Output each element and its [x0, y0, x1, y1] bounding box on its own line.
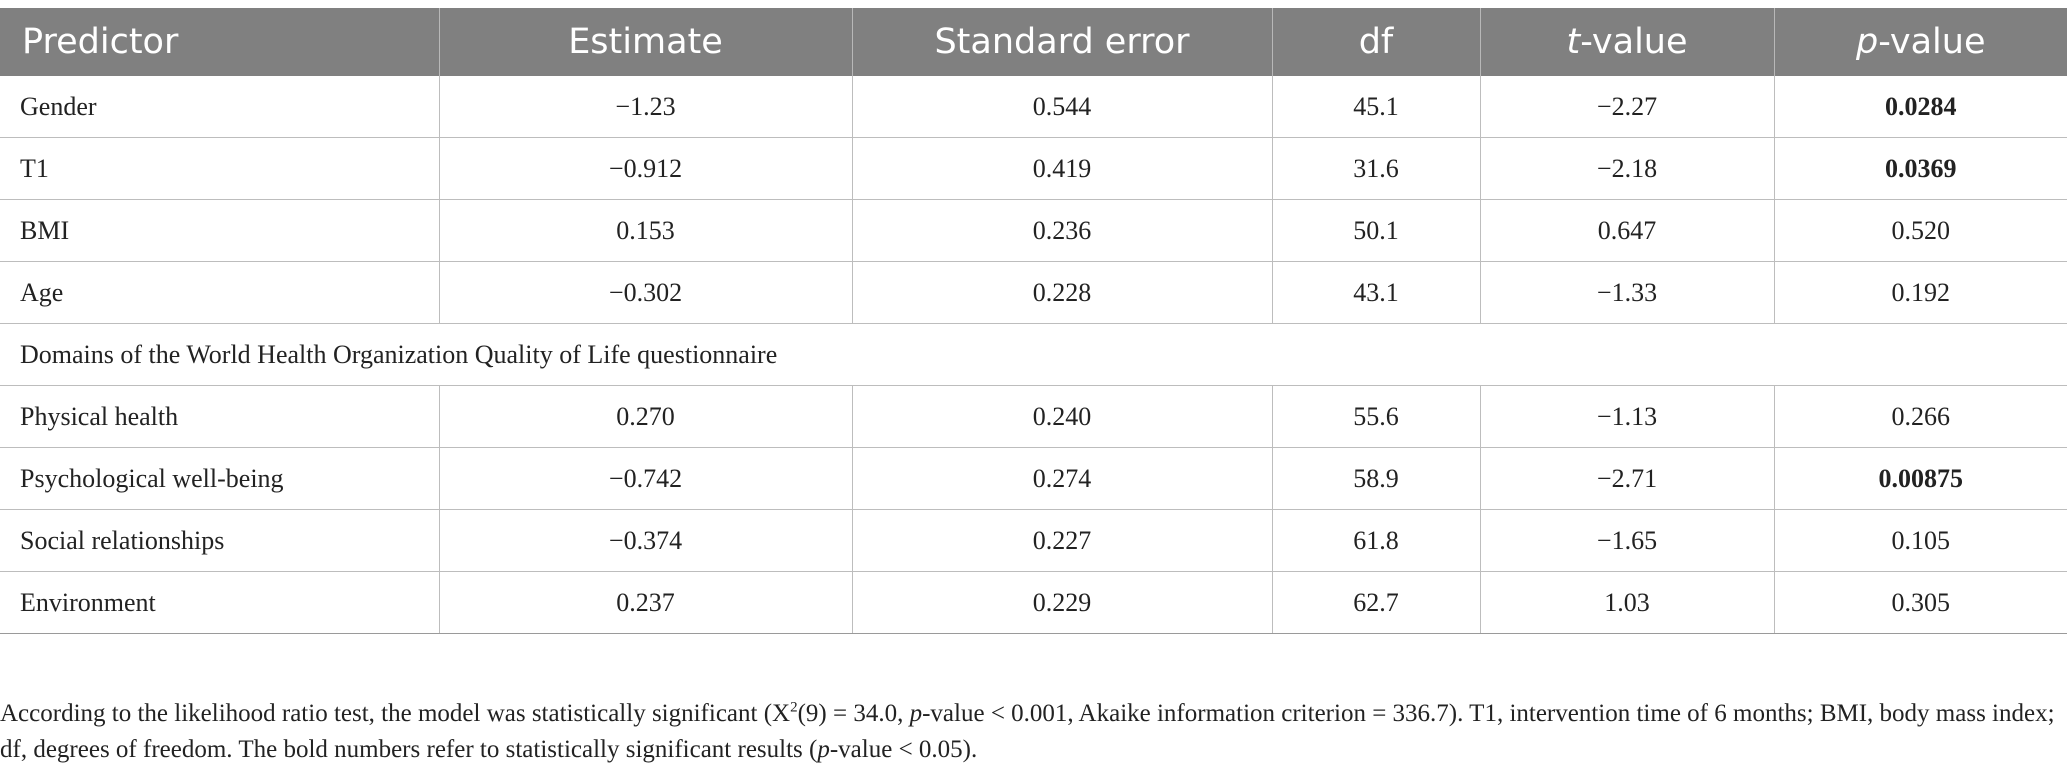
- cell-estimate: 0.270: [439, 385, 853, 448]
- cell-t-value: 1.03: [1480, 571, 1775, 634]
- cell-df: 43.1: [1272, 261, 1481, 324]
- cell-predictor: Age: [0, 261, 440, 324]
- cell-df: 58.9: [1272, 447, 1481, 510]
- header-t-value: t-value: [1480, 8, 1775, 76]
- table-row: Social relationships −0.374 0.227 61.8 −…: [0, 509, 2067, 572]
- cell-t-value: −1.13: [1480, 385, 1775, 448]
- footnote-text-2: (9) = 34.0,: [797, 700, 910, 727]
- results-table-container: Predictor Estimate Standard error df t-v…: [0, 8, 2067, 634]
- table-row: Gender −1.23 0.544 45.1 −2.27 0.0284: [0, 76, 2067, 138]
- cell-p-value: 0.105: [1774, 509, 2067, 572]
- table-row: Psychological well-being −0.742 0.274 58…: [0, 447, 2067, 510]
- cell-standard-error: 0.227: [852, 509, 1273, 572]
- footnote-text-4: -value < 0.05).: [829, 736, 978, 763]
- cell-p-value: 0.00875: [1774, 447, 2067, 510]
- table-row: Environment 0.237 0.229 62.7 1.03 0.305: [0, 571, 2067, 634]
- cell-p-value: 0.192: [1774, 261, 2067, 324]
- header-t-italic: t: [1566, 22, 1581, 62]
- cell-predictor: Psychological well-being: [0, 447, 440, 510]
- section-row: Domains of the World Health Organization…: [0, 323, 2067, 386]
- header-p-italic: p: [1855, 22, 1879, 62]
- footnote-p-italic-1: p: [909, 700, 923, 727]
- footnote-text-3: -value < 0.001, Akaike information crite…: [0, 700, 2055, 763]
- cell-t-value: −1.65: [1480, 509, 1775, 572]
- cell-df: 55.6: [1272, 385, 1481, 448]
- cell-t-value: −1.33: [1480, 261, 1775, 324]
- cell-p-value: 0.305: [1774, 571, 2067, 634]
- table-row: BMI 0.153 0.236 50.1 0.647 0.520: [0, 199, 2067, 262]
- header-t-suffix: -value: [1580, 22, 1688, 62]
- cell-t-value: −2.18: [1480, 137, 1775, 200]
- footnote-text-1: According to the likelihood ratio test, …: [0, 700, 791, 727]
- header-estimate: Estimate: [439, 8, 853, 76]
- section-label: Domains of the World Health Organization…: [0, 323, 2067, 386]
- cell-estimate: −0.912: [439, 137, 853, 200]
- cell-estimate: −1.23: [439, 76, 853, 138]
- table-row: Physical health 0.270 0.240 55.6 −1.13 0…: [0, 385, 2067, 448]
- table-row: T1 −0.912 0.419 31.6 −2.18 0.0369: [0, 137, 2067, 200]
- table-footnote: According to the likelihood ratio test, …: [0, 696, 2060, 768]
- cell-predictor: Environment: [0, 571, 440, 634]
- cell-standard-error: 0.229: [852, 571, 1273, 634]
- table-row: Age −0.302 0.228 43.1 −1.33 0.192: [0, 261, 2067, 324]
- header-df: df: [1272, 8, 1481, 76]
- table-header-row: Predictor Estimate Standard error df t-v…: [0, 8, 2067, 76]
- header-standard-error: Standard error: [852, 8, 1273, 76]
- cell-predictor: Social relationships: [0, 509, 440, 572]
- cell-t-value: 0.647: [1480, 199, 1775, 262]
- cell-standard-error: 0.236: [852, 199, 1273, 262]
- cell-p-value: 0.0284: [1774, 76, 2067, 138]
- cell-standard-error: 0.240: [852, 385, 1273, 448]
- cell-df: 50.1: [1272, 199, 1481, 262]
- header-p-value: p-value: [1774, 8, 2067, 76]
- cell-t-value: −2.27: [1480, 76, 1775, 138]
- regression-results-table: Predictor Estimate Standard error df t-v…: [0, 8, 2067, 634]
- cell-predictor: Gender: [0, 76, 440, 138]
- cell-standard-error: 0.274: [852, 447, 1273, 510]
- cell-predictor: BMI: [0, 199, 440, 262]
- cell-standard-error: 0.419: [852, 137, 1273, 200]
- cell-predictor: T1: [0, 137, 440, 200]
- cell-estimate: 0.153: [439, 199, 853, 262]
- header-predictor: Predictor: [0, 8, 440, 76]
- cell-standard-error: 0.544: [852, 76, 1273, 138]
- cell-p-value: 0.0369: [1774, 137, 2067, 200]
- cell-estimate: −0.742: [439, 447, 853, 510]
- cell-p-value: 0.520: [1774, 199, 2067, 262]
- cell-predictor: Physical health: [0, 385, 440, 448]
- footnote-p-italic-2: p: [817, 736, 830, 763]
- cell-df: 31.6: [1272, 137, 1481, 200]
- cell-df: 45.1: [1272, 76, 1481, 138]
- cell-estimate: 0.237: [439, 571, 853, 634]
- cell-t-value: −2.71: [1480, 447, 1775, 510]
- cell-standard-error: 0.228: [852, 261, 1273, 324]
- cell-estimate: −0.302: [439, 261, 853, 324]
- header-p-suffix: -value: [1878, 22, 1986, 62]
- cell-df: 61.8: [1272, 509, 1481, 572]
- footnote-superscript: 2: [790, 699, 798, 716]
- cell-p-value: 0.266: [1774, 385, 2067, 448]
- cell-estimate: −0.374: [439, 509, 853, 572]
- cell-df: 62.7: [1272, 571, 1481, 634]
